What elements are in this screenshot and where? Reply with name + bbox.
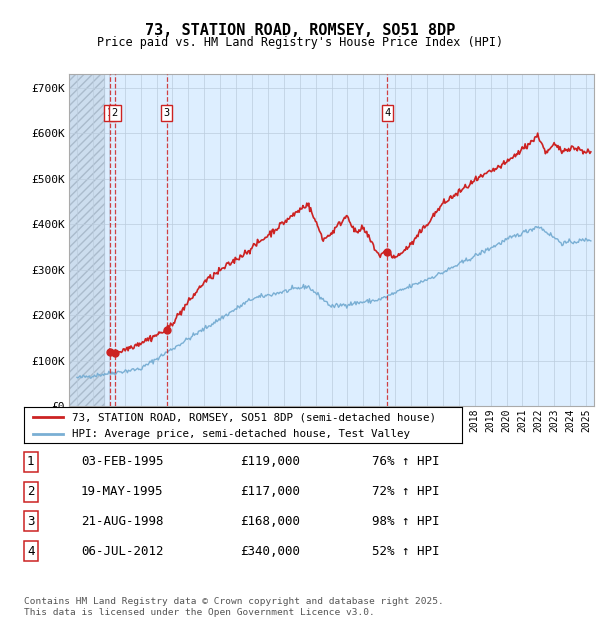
Bar — [69, 74, 104, 406]
Text: 73, STATION ROAD, ROMSEY, SO51 8DP (semi-detached house): 73, STATION ROAD, ROMSEY, SO51 8DP (semi… — [72, 412, 436, 422]
Text: 3: 3 — [27, 515, 35, 528]
Text: 19-MAY-1995: 19-MAY-1995 — [81, 485, 163, 498]
Text: 3: 3 — [164, 108, 170, 118]
Bar — [69, 74, 104, 406]
Text: 06-JUL-2012: 06-JUL-2012 — [81, 545, 163, 557]
Text: 03-FEB-1995: 03-FEB-1995 — [81, 456, 163, 468]
Text: HPI: Average price, semi-detached house, Test Valley: HPI: Average price, semi-detached house,… — [72, 428, 410, 438]
Text: 21-AUG-1998: 21-AUG-1998 — [81, 515, 163, 528]
Text: 4: 4 — [384, 108, 391, 118]
Text: Contains HM Land Registry data © Crown copyright and database right 2025.
This d: Contains HM Land Registry data © Crown c… — [24, 598, 444, 617]
Text: £117,000: £117,000 — [240, 485, 300, 498]
Text: £119,000: £119,000 — [240, 456, 300, 468]
Text: 1: 1 — [27, 456, 35, 468]
Text: 98% ↑ HPI: 98% ↑ HPI — [372, 515, 439, 528]
Text: 2: 2 — [27, 485, 35, 498]
Text: 2: 2 — [112, 108, 118, 118]
Text: Price paid vs. HM Land Registry's House Price Index (HPI): Price paid vs. HM Land Registry's House … — [97, 36, 503, 49]
Text: 72% ↑ HPI: 72% ↑ HPI — [372, 485, 439, 498]
Text: 52% ↑ HPI: 52% ↑ HPI — [372, 545, 439, 557]
Text: £168,000: £168,000 — [240, 515, 300, 528]
Text: £340,000: £340,000 — [240, 545, 300, 557]
Text: 4: 4 — [27, 545, 35, 557]
Text: 73, STATION ROAD, ROMSEY, SO51 8DP: 73, STATION ROAD, ROMSEY, SO51 8DP — [145, 23, 455, 38]
Text: 76% ↑ HPI: 76% ↑ HPI — [372, 456, 439, 468]
Text: 1: 1 — [107, 108, 113, 118]
